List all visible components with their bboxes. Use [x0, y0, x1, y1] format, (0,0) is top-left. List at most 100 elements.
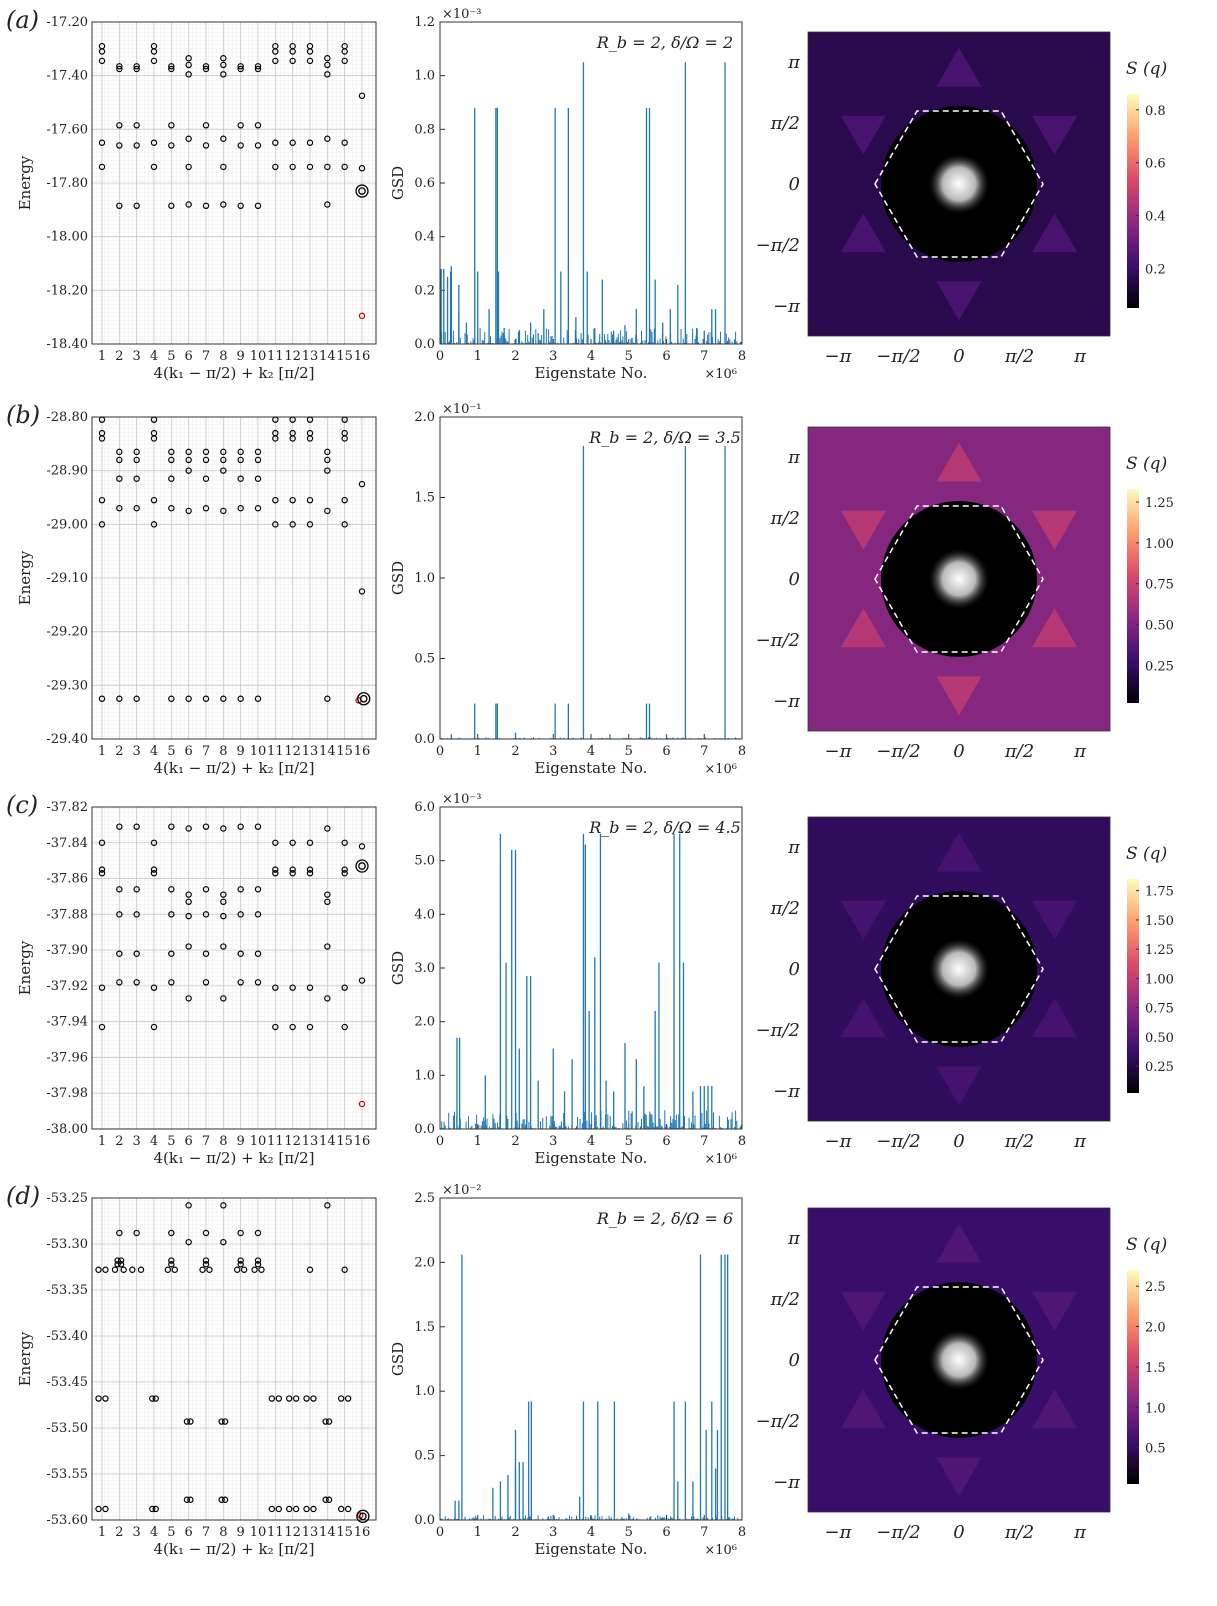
- x-exponent-label: ×10⁶: [704, 367, 737, 382]
- y-tick-label: -53.30: [46, 1237, 88, 1252]
- gsd-panel: 0.0 0.2 0.4 0.6 0.8 1.0 1.2 0 1 2 3 4 5 6 7 8 ×10⁻³ ×10⁶ R…: [389, 7, 746, 382]
- energy-point: [237, 1261, 244, 1268]
- plot-frame: [91, 416, 377, 740]
- map-y-tick-label: −π/2: [756, 235, 800, 256]
- energy-point: [218, 1418, 225, 1425]
- colorbar-tick-label: 0.25: [1145, 1060, 1174, 1075]
- energy-point: [202, 1261, 210, 1268]
- x-tick-label: 4: [150, 349, 158, 364]
- energy-y-axis-label: Energy: [16, 550, 34, 605]
- energy-point: [150, 496, 158, 504]
- energy-point: [202, 202, 210, 210]
- energy-point: [325, 1496, 333, 1503]
- x-tick-label: 14: [319, 1134, 336, 1149]
- map-x-tick-label: π: [1073, 346, 1087, 367]
- colorbar: [1127, 1270, 1139, 1484]
- energy-point: [133, 448, 140, 456]
- energy-panel: (b) -28.80 -28.90 -29.00 -29.10 -29.20 -29.30 -…: [6, 401, 377, 777]
- plot-frame: [439, 21, 743, 345]
- energy-point: [116, 979, 123, 986]
- energy-point: [358, 312, 366, 320]
- y-tick-label: 0.0: [414, 1513, 435, 1528]
- y-tick-label: 2.0: [414, 410, 435, 425]
- energy-point: [272, 48, 279, 55]
- energy-point: [116, 1229, 123, 1237]
- x-tick-label: 2: [511, 1134, 519, 1149]
- energy-point: [237, 1257, 244, 1264]
- energy-point: [325, 1418, 333, 1425]
- plot-grid: [92, 807, 376, 1129]
- x-tick-label: 3: [549, 1525, 557, 1540]
- energy-point: [220, 891, 227, 898]
- energy-point: [220, 995, 227, 1002]
- x-tick-label: 8: [219, 744, 227, 759]
- structure-factor-panel: −π −π −π/2 −π/2 0 0 π/2 π/2 π π S (q) 0.2 0.4 0.6 0.8: [756, 31, 1167, 367]
- energy-point: [237, 695, 244, 702]
- x-tick-label: 6: [662, 1134, 670, 1149]
- energy-point: [202, 505, 210, 512]
- ground-state-marker-inner: [358, 187, 366, 195]
- energy-point: [237, 63, 244, 70]
- energy-point: [95, 1266, 102, 1273]
- x-tick-label: 1: [474, 744, 482, 759]
- energy-point: [133, 142, 140, 149]
- y-tick-label: 0.4: [414, 230, 435, 245]
- energy-point: [202, 1229, 210, 1237]
- energy-point: [116, 456, 123, 464]
- heatmap-feature: [936, 1223, 982, 1263]
- energy-panels: (a) -17.20 -17.40 -17.60 -17.80 -18.00 -18.20 -…: [6, 6, 377, 1558]
- x-tick-label: 13: [302, 744, 319, 759]
- gsd-annotation: R_b = 2, δ/Ω = 2: [596, 33, 733, 52]
- x-tick-label: 16: [354, 349, 371, 364]
- energy-point: [185, 135, 192, 142]
- panel-label: (b): [6, 401, 40, 429]
- energy-point: [202, 911, 210, 918]
- energy-point: [202, 142, 210, 149]
- panel-label: (a): [6, 6, 39, 34]
- energy-point: [254, 65, 262, 73]
- energy-point: [185, 1238, 192, 1246]
- energy-point: [220, 71, 227, 78]
- gsd-annotation: R_b = 2, δ/Ω = 4.5: [588, 818, 741, 837]
- energy-point: [221, 1418, 229, 1425]
- energy-point: [102, 1266, 109, 1273]
- energy-point: [268, 1395, 276, 1402]
- gsd-annotation: R_b = 2, δ/Ω = 3.5: [588, 428, 741, 447]
- ground-state-marker: [355, 184, 369, 198]
- energy-point: [237, 505, 244, 512]
- energy-point: [322, 1496, 329, 1503]
- map-x-tick-label: −π: [825, 1522, 853, 1543]
- y-tick-label: -29.10: [46, 571, 88, 586]
- energy-point: [133, 979, 140, 986]
- structure-factor-panel: −π −π −π/2 −π/2 0 0 π/2 π/2 π π S (q) 0.25 0.50 0.75 1…: [756, 816, 1174, 1152]
- y-tick-label: 1.0: [414, 69, 435, 84]
- x-tick-label: 13: [302, 349, 319, 364]
- y-tick-label: 0.5: [414, 652, 435, 667]
- energy-point: [254, 142, 262, 149]
- energy-point: [220, 55, 227, 62]
- energy-point: [306, 57, 314, 65]
- energy-point: [133, 505, 140, 512]
- energy-point: [237, 950, 244, 957]
- x-tick-label: 3: [133, 349, 141, 364]
- x-tick-label: 9: [237, 744, 245, 759]
- energy-point: [150, 163, 158, 171]
- heatmap-peak: [929, 154, 989, 214]
- energy-point: [272, 416, 279, 423]
- energy-point: [306, 1266, 314, 1273]
- map-x-tick-label: 0: [953, 346, 964, 367]
- x-tick-label: 5: [625, 349, 633, 364]
- energy-point: [341, 521, 348, 528]
- map-x-tick-label: π/2: [1004, 1131, 1034, 1152]
- gsd-x-axis-label: Eigenstate No.: [535, 1149, 648, 1167]
- x-tick-label: 7: [700, 1525, 708, 1540]
- energy-point: [237, 823, 244, 830]
- colorbar-tick-label: 1.0: [1145, 1401, 1166, 1416]
- energy-point: [341, 416, 348, 423]
- x-tick-label: 15: [336, 349, 353, 364]
- energy-point: [202, 122, 210, 129]
- x-tick-label: 1: [98, 1134, 106, 1149]
- gsd-y-axis-label: GSD: [389, 1342, 407, 1376]
- energy-point: [289, 48, 296, 55]
